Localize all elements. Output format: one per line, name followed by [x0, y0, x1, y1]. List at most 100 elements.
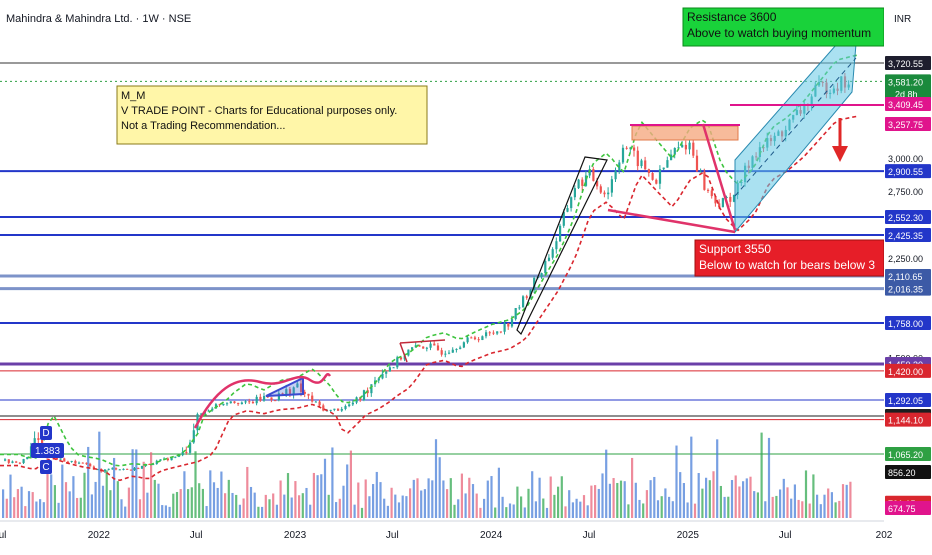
volume-bar — [401, 495, 404, 518]
x-tick-label: Jul — [583, 530, 596, 541]
candle — [411, 347, 414, 350]
resistance-box: Resistance 3600 Above to watch buying mom… — [682, 7, 885, 47]
volume-bar — [153, 479, 156, 518]
candle — [55, 457, 58, 460]
candle — [263, 396, 266, 401]
note-box-line: Not a Trading Recommendation... — [121, 120, 285, 132]
candle — [233, 401, 236, 404]
volume-bar — [257, 506, 260, 518]
volume-bar — [483, 498, 486, 518]
volume-bar — [845, 484, 848, 518]
candle — [170, 456, 173, 461]
candle — [377, 378, 380, 381]
candle — [392, 367, 395, 369]
price-tag — [885, 412, 931, 427]
volume-bar — [209, 470, 212, 518]
volume-bar — [412, 479, 415, 518]
candle — [666, 160, 669, 168]
candle — [522, 296, 525, 308]
candle — [547, 257, 551, 261]
volume-bar — [64, 482, 68, 518]
volume-bar — [508, 503, 512, 518]
price-tag — [885, 393, 931, 407]
volume-bar — [194, 451, 197, 518]
volume-bar — [497, 467, 500, 518]
price-tag — [885, 97, 931, 112]
candle — [407, 349, 410, 356]
x-tick-label: Jul — [386, 530, 399, 541]
candle — [226, 403, 229, 405]
candle — [318, 401, 321, 406]
volume-bar — [560, 476, 563, 518]
volume-bar — [35, 501, 38, 518]
volume-bar — [294, 481, 297, 518]
candle — [351, 402, 354, 405]
volume-bar — [468, 477, 471, 518]
candle — [540, 273, 543, 277]
price-tag — [885, 363, 931, 378]
volume-bar — [409, 488, 412, 518]
volume-bar — [90, 494, 93, 518]
volume-bar — [664, 488, 667, 518]
volume-bar — [423, 489, 426, 518]
volume-bar — [705, 477, 708, 518]
x-tick-label: 202 — [876, 530, 893, 541]
volume-bar — [575, 498, 578, 518]
volume-bar — [830, 492, 833, 518]
volume-bar — [564, 506, 567, 518]
volume-bar — [175, 491, 179, 518]
currency-label[interactable]: INR — [894, 14, 911, 25]
volume-bar — [50, 474, 53, 518]
candle — [451, 349, 454, 353]
candle — [677, 147, 680, 149]
lower-band-line — [0, 115, 859, 482]
volume-bar — [283, 494, 286, 518]
volume-bar — [767, 437, 771, 518]
marker-d: D — [40, 426, 52, 440]
volume-bar — [642, 503, 645, 518]
volume-bar — [368, 496, 371, 518]
volume-bar — [653, 476, 656, 518]
volume-bar — [775, 495, 778, 518]
candle — [621, 147, 625, 163]
candle — [592, 169, 595, 181]
candle — [85, 462, 88, 464]
candle — [322, 405, 325, 411]
marker-d-label: D — [42, 428, 49, 439]
volume-bar — [264, 494, 267, 518]
candle — [33, 438, 36, 447]
volume-bar — [719, 485, 722, 518]
candle — [481, 336, 484, 341]
candle — [7, 459, 10, 463]
candle — [507, 323, 510, 327]
volume-bar — [68, 491, 71, 518]
note-box: M_M V TRADE POINT - Charts for Educationa… — [116, 85, 428, 145]
candle — [551, 249, 554, 258]
volume-bar — [198, 483, 201, 518]
support-box-line: Support 3550 — [699, 242, 771, 256]
marker-value-label: 1.383 — [35, 446, 60, 457]
volume-bar — [730, 480, 734, 518]
price-tag — [885, 501, 931, 515]
candle — [388, 367, 391, 372]
volume-bar — [427, 478, 430, 518]
candle — [255, 396, 258, 404]
volume-bar — [623, 481, 626, 518]
candle — [244, 401, 247, 403]
candle — [370, 384, 373, 394]
candle — [518, 307, 521, 309]
candle — [455, 348, 458, 350]
volume-bar — [275, 504, 278, 518]
candle — [181, 451, 184, 456]
candle — [562, 211, 565, 226]
candle — [732, 194, 736, 202]
candle — [229, 401, 232, 404]
candle — [714, 196, 717, 204]
volume-bar — [157, 483, 160, 518]
volume-bar — [708, 480, 711, 518]
candle — [492, 332, 495, 334]
volume-bar — [53, 485, 56, 518]
volume-bar — [286, 473, 290, 518]
